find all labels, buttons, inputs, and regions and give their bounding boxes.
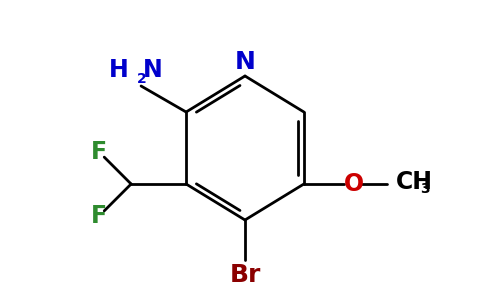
Text: H: H	[109, 58, 129, 82]
Text: N: N	[143, 58, 163, 82]
Text: F: F	[91, 204, 107, 228]
Text: F: F	[91, 140, 107, 164]
Text: 2: 2	[137, 72, 147, 86]
Text: 3: 3	[420, 182, 429, 196]
Text: O: O	[344, 172, 364, 196]
Text: Br: Br	[229, 263, 261, 287]
Text: CH: CH	[396, 170, 433, 194]
Text: N: N	[235, 50, 256, 74]
